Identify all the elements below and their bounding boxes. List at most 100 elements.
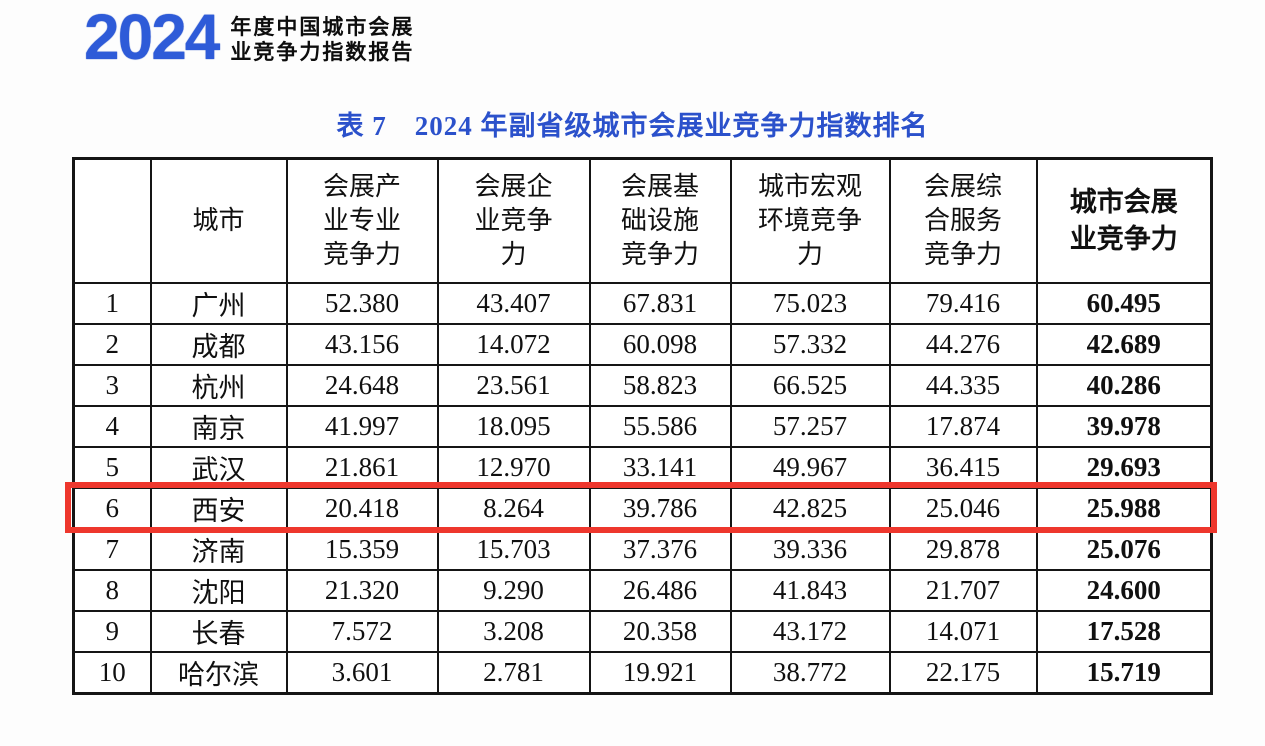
value-cell: 9.290	[436, 568, 591, 612]
rank-cell: 10	[72, 650, 152, 694]
value-cell: 19.921	[588, 650, 732, 694]
logo-subtitle: 年度中国城市会展 业竞争力指数报告	[230, 15, 414, 65]
city-cell: 长春	[149, 609, 288, 653]
rank-cell: 6	[72, 486, 152, 530]
rank-cell: 2	[72, 322, 152, 366]
rank-cell: 1	[72, 281, 152, 325]
value-cell: 15.703	[436, 527, 591, 571]
value-cell: 43.172	[729, 609, 891, 653]
rank-cell: 8	[72, 568, 152, 612]
city-cell: 哈尔滨	[149, 650, 288, 694]
logo-subtitle-line2: 业竞争力指数报告	[230, 41, 415, 64]
value-cell: 49.967	[729, 445, 891, 489]
total-cell: 17.528	[1035, 609, 1213, 653]
city-cell: 济南	[149, 527, 288, 571]
value-cell: 20.358	[588, 609, 732, 653]
column-header: 会展基 础设施 竞争力	[588, 157, 732, 284]
table-row: 5 武汉 21.861 12.970 33.141 49.967 36.415 29.693	[72, 445, 1213, 489]
column-header: 城市会展 业竞争力	[1035, 157, 1213, 284]
value-cell: 58.823	[588, 363, 732, 407]
value-cell: 79.416	[888, 281, 1038, 325]
city-cell: 杭州	[149, 363, 288, 407]
value-cell: 36.415	[888, 445, 1038, 489]
total-cell: 24.600	[1035, 568, 1213, 612]
value-cell: 12.970	[436, 445, 591, 489]
value-cell: 29.878	[888, 527, 1038, 571]
rank-cell: 3	[72, 363, 152, 407]
total-cell: 25.988	[1035, 486, 1213, 530]
value-cell: 41.997	[285, 404, 439, 448]
header-row: 城市 会展产 业专业 竞争力 会展企 业竞争力会展基 础设施 竞争力 城市宏观 环境竞争力会展综合…	[72, 157, 1213, 284]
value-cell: 20.418	[285, 486, 439, 530]
value-cell: 39.336	[729, 527, 891, 571]
table-row: 7 济南 15.359 15.703 37.376 39.336 29.878 25.076	[72, 527, 1213, 571]
table-row: 4 南京 41.997 18.095 55.586 57.257 17.874 39.978	[72, 404, 1213, 448]
value-cell: 17.874	[888, 404, 1038, 448]
value-cell: 44.335	[888, 363, 1038, 407]
city-cell: 广州	[149, 281, 288, 325]
city-cell: 成都	[149, 322, 288, 366]
table-row: 10 哈尔滨 3.601 2.781 19.921 38.772 22.175 15.719	[72, 650, 1213, 694]
total-cell: 15.719	[1035, 650, 1213, 694]
city-cell: 西安	[149, 486, 288, 530]
value-cell: 42.825	[729, 486, 891, 530]
value-cell: 52.380	[285, 281, 439, 325]
value-cell: 43.156	[285, 322, 439, 366]
value-cell: 14.072	[436, 322, 591, 366]
column-header: 会展产 业专业 竞争力	[285, 157, 439, 284]
value-cell: 24.648	[285, 363, 439, 407]
city-cell: 南京	[149, 404, 288, 448]
ranking-table-wrap: 城市 会展产 业专业 竞争力 会展企 业竞争力会展基 础设施 竞争力 城市宏观 环境竞争力会展综合…	[65, 157, 1217, 695]
value-cell: 14.071	[888, 609, 1038, 653]
value-cell: 7.572	[285, 609, 439, 653]
rank-cell: 9	[72, 609, 152, 653]
column-header: 城市	[149, 157, 288, 284]
value-cell: 57.257	[729, 404, 891, 448]
column-header	[72, 157, 152, 284]
value-cell: 22.175	[888, 650, 1038, 694]
value-cell: 21.861	[285, 445, 439, 489]
value-cell: 8.264	[436, 486, 591, 530]
value-cell: 75.023	[729, 281, 891, 325]
value-cell: 67.831	[588, 281, 732, 325]
table-body: 1 广州 52.380 43.407 67.831 75.023 79.416 60.495 2…	[72, 281, 1213, 694]
city-cell: 沈阳	[149, 568, 288, 612]
value-cell: 43.407	[436, 281, 591, 325]
value-cell: 55.586	[588, 404, 732, 448]
table-row: 3 杭州 24.648 23.561 58.823 66.525 44.335 40.286	[72, 363, 1213, 407]
value-cell: 66.525	[729, 363, 891, 407]
table-title: 表 7 2024 年副省级城市会展业竞争力指数排名	[336, 111, 929, 141]
table-row: 2 成都 43.156 14.072 60.098 57.332 44.276 42.689	[72, 322, 1213, 366]
city-cell: 武汉	[149, 445, 288, 489]
table-row: 9 长春 7.572 3.208 20.358 43.172 14.071 17.528	[72, 609, 1213, 653]
value-cell: 3.601	[285, 650, 439, 694]
column-header: 城市宏观 环境竞争力	[729, 157, 891, 284]
value-cell: 21.320	[285, 568, 439, 612]
rank-cell: 5	[72, 445, 152, 489]
table-row: 1 广州 52.380 43.407 67.831 75.023 79.416 60.495	[72, 281, 1213, 325]
logo-year-text: 2024	[84, 1, 220, 73]
logo-subtitle-line1: 年度中国城市会展	[230, 16, 415, 39]
table-row: 8 沈阳 21.320 9.290 26.486 41.843 21.707 24.600	[72, 568, 1213, 612]
value-cell: 25.046	[888, 486, 1038, 530]
value-cell: 33.141	[588, 445, 732, 489]
value-cell: 38.772	[729, 650, 891, 694]
total-cell: 60.495	[1035, 281, 1213, 325]
value-cell: 44.276	[888, 322, 1038, 366]
value-cell: 15.359	[285, 527, 439, 571]
value-cell: 2.781	[436, 650, 591, 694]
total-cell: 42.689	[1035, 322, 1213, 366]
value-cell: 21.707	[888, 568, 1038, 612]
column-header: 会展企 业竞争力	[436, 157, 591, 284]
value-cell: 26.486	[588, 568, 732, 612]
value-cell: 3.208	[436, 609, 591, 653]
value-cell: 37.376	[588, 527, 732, 571]
total-cell: 25.076	[1035, 527, 1213, 571]
value-cell: 60.098	[588, 322, 732, 366]
total-cell: 39.978	[1035, 404, 1213, 448]
value-cell: 18.095	[436, 404, 591, 448]
value-cell: 39.786	[588, 486, 732, 530]
rank-cell: 7	[72, 527, 152, 571]
table-row: 6 西安 20.418 8.264 39.786 42.825 25.046 25.988	[72, 486, 1213, 530]
ranking-table: 城市 会展产 业专业 竞争力 会展企 业竞争力会展基 础设施 竞争力 城市宏观 环境竞争力会展综合…	[72, 157, 1213, 695]
